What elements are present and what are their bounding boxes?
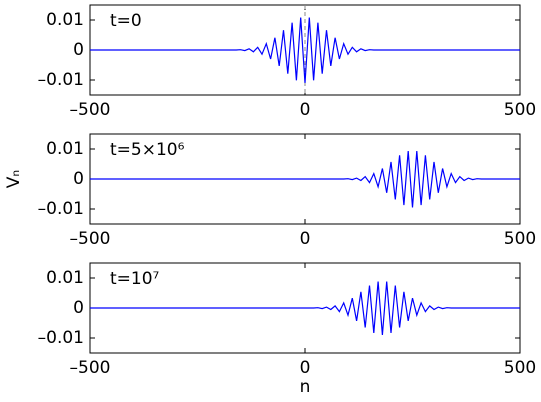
y-tick-label: 0.01 (46, 268, 84, 288)
x-tick-label: 0 (300, 229, 311, 249)
y-tick-label: 0 (73, 169, 84, 189)
y-tick-label: –0.01 (38, 328, 84, 348)
x-tick-label: –500 (70, 100, 111, 120)
y-tick-label: 0 (73, 40, 84, 60)
x-tick-label: 500 (504, 100, 536, 120)
x-tick-label: 500 (504, 229, 536, 249)
x-tick-label: 0 (300, 358, 311, 378)
annotation: t=0 (110, 11, 142, 31)
y-tick-label: 0.01 (46, 10, 84, 30)
annotation: t=5×10⁶ (110, 140, 185, 160)
y-axis-label: Vₙ (4, 170, 24, 188)
y-tick-label: –0.01 (38, 199, 84, 219)
y-tick-label: –0.01 (38, 70, 84, 90)
x-tick-label: –500 (70, 229, 111, 249)
series-line (90, 151, 520, 208)
y-tick-label: 0 (73, 298, 84, 318)
x-tick-label: 500 (504, 358, 536, 378)
series-line (90, 17, 520, 84)
annotation: t=10⁷ (110, 269, 160, 289)
x-tick-label: –500 (70, 358, 111, 378)
x-tick-label: 0 (300, 100, 311, 120)
series-line (90, 281, 520, 336)
y-tick-label: 0.01 (46, 139, 84, 159)
x-axis-label: n (300, 377, 311, 397)
